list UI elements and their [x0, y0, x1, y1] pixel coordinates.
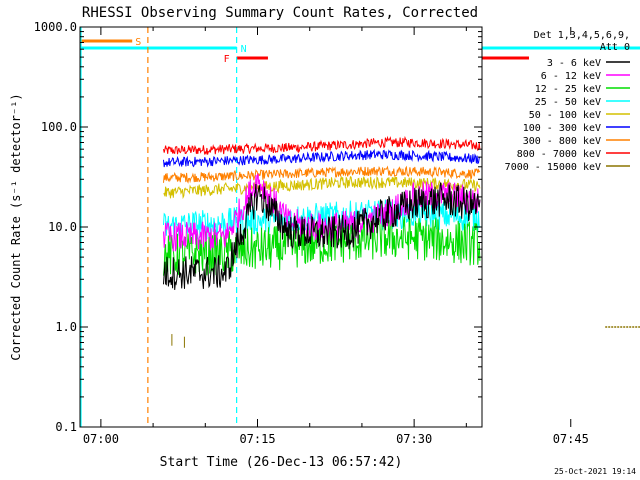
- series-line: [163, 148, 481, 168]
- x-tick-label: 07:45: [553, 432, 589, 446]
- y-tick-label: 1000.0: [34, 20, 77, 34]
- series-line: [163, 182, 481, 290]
- legend-entry-label: 6 - 12 keV: [541, 71, 601, 82]
- legend-entry-label: 7000 - 15000 keV: [505, 162, 601, 173]
- legend-entry-label: 50 - 100 keV: [529, 110, 601, 121]
- legend-entry-label: 100 - 300 keV: [523, 123, 601, 134]
- series-line: [163, 165, 481, 184]
- flag-bars: S NF: [81, 37, 640, 65]
- legend-entry-label: 800 - 7000 keV: [517, 149, 601, 160]
- y-tick-label: 0.1: [55, 420, 77, 434]
- legend-entry-label: 25 - 50 keV: [535, 97, 601, 108]
- y-tick-label: 100.0: [41, 120, 77, 134]
- x-axis-label: Start Time (26-Dec-13 06:57:42): [160, 455, 403, 470]
- flag-label-f: F: [224, 54, 230, 65]
- series-line: [163, 199, 481, 240]
- legend-header: Att 0: [600, 42, 630, 53]
- y-axis: 0.1 1.0 10.0 100.0 1000.0: [34, 20, 482, 434]
- series-line: [163, 135, 481, 155]
- series-line: [163, 173, 481, 252]
- y-tick-label: 10.0: [48, 220, 77, 234]
- x-tick-label: 07:15: [239, 432, 275, 446]
- legend-entry-label: 300 - 800 keV: [523, 136, 601, 147]
- legend-header: Det 1,3,4,5,6,9,: [534, 30, 630, 41]
- footer-timestamp: 25-Oct-2021 19:14: [554, 467, 636, 476]
- chart-title: RHESSI Observing Summary Count Rates, Co…: [82, 5, 478, 21]
- legend-entry-label: 12 - 25 keV: [535, 84, 601, 95]
- flag-label-n: N: [241, 44, 247, 55]
- series-line: [163, 175, 481, 200]
- series-layer: [163, 135, 640, 350]
- legend-entry-label: 3 - 6 keV: [547, 58, 601, 69]
- y-tick-label: 1.0: [55, 320, 77, 334]
- x-tick-label: 07:00: [83, 432, 119, 446]
- flag-label-s: S: [135, 37, 141, 48]
- y-axis-label: Corrected Count Rate (s⁻¹ detector⁻¹): [9, 93, 23, 360]
- legend: Det 1,3,4,5,6,9,Att 0 3 - 6 keV 6 - 12 keV…: [505, 30, 630, 173]
- x-tick-label: 07:30: [396, 432, 432, 446]
